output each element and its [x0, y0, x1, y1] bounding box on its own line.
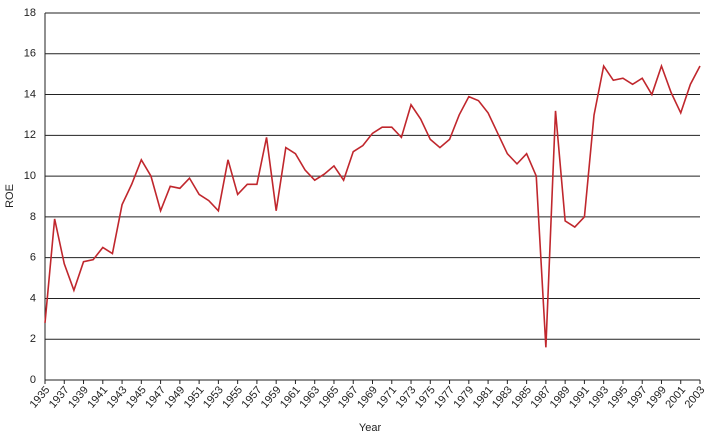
x-tick-label: 2001	[663, 384, 688, 410]
y-tick-label: 0	[30, 374, 36, 386]
x-tick-label: 1975	[413, 384, 438, 410]
x-tick-label: 1957	[240, 384, 265, 410]
x-tick-label: 1997	[625, 384, 650, 410]
x-tick-label: 1945	[124, 384, 149, 410]
x-tick-label: 1947	[143, 384, 168, 410]
x-tick-label: 1989	[548, 384, 573, 410]
x-tick-label: 1949	[162, 384, 187, 410]
x-tick-label: 1991	[567, 384, 592, 410]
y-tick-label: 14	[24, 88, 36, 100]
y-tick-label: 18	[24, 7, 36, 19]
y-tick-label: 6	[30, 252, 36, 264]
x-tick-label: 1981	[471, 384, 496, 410]
x-tick-label: 1987	[528, 384, 553, 410]
x-tick-label: 1971	[374, 384, 399, 410]
x-tick-label: 1969	[355, 384, 380, 410]
x-tick-label: 1977	[432, 384, 457, 410]
y-axis-label: ROE	[4, 184, 16, 208]
x-tick-label: 1993	[586, 384, 611, 410]
y-tick-label: 8	[30, 211, 36, 223]
y-tick-label: 12	[24, 129, 36, 141]
x-tick-label: 1959	[259, 384, 284, 410]
y-tick-label: 10	[24, 170, 36, 182]
x-tick-label: 1995	[606, 384, 631, 410]
x-tick-label: 1973	[394, 384, 419, 410]
x-tick-label: 1961	[278, 384, 303, 410]
x-tick-label: 1955	[220, 384, 245, 410]
x-tick-label: 1935	[28, 384, 53, 410]
x-tick-label: 1965	[317, 384, 342, 410]
x-tick-label: 1985	[509, 384, 534, 410]
x-tick-label: 1951	[182, 384, 207, 410]
y-tick-label: 16	[24, 48, 36, 60]
y-tick-label: 2	[30, 333, 36, 345]
x-tick-label: 1979	[451, 384, 476, 410]
x-tick-label: 1967	[336, 384, 361, 410]
x-axis-label: Year	[359, 422, 382, 434]
x-tick-label: 1963	[297, 384, 322, 410]
x-tick-label: 1983	[490, 384, 515, 410]
x-tick-label: 1943	[105, 384, 130, 410]
x-tick-label: 2003	[683, 384, 708, 410]
x-tick-label: 1939	[66, 384, 91, 410]
x-tick-label: 1953	[201, 384, 226, 410]
x-tick-label: 1999	[644, 384, 669, 410]
data-line	[44, 63, 701, 348]
x-tick-label: 1937	[47, 384, 72, 410]
y-tick-label: 4	[30, 292, 36, 304]
x-tick-label: 1941	[85, 384, 110, 410]
